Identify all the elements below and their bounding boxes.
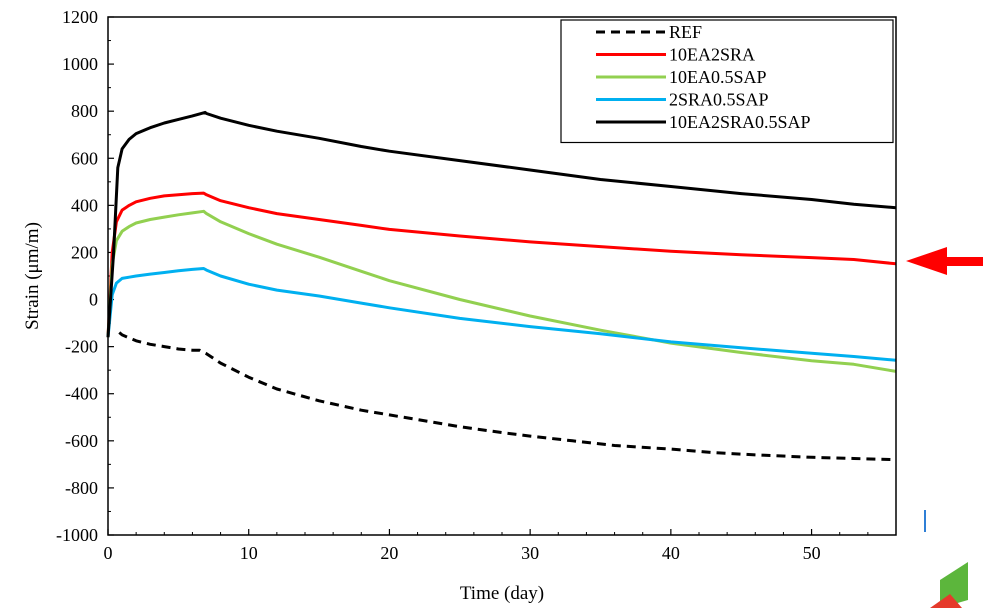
plot-frame (107, 16, 897, 536)
y-tick-label: -200 (65, 337, 98, 357)
x-tick-label: 30 (521, 543, 539, 563)
x-tick-label: 0 (104, 543, 113, 563)
x-axis-title: Time (day) (460, 583, 544, 604)
series-line-10ea0-5sap (106, 209, 897, 373)
y-tick-label: 1000 (62, 54, 98, 74)
legend-label: 10EA2SRA (669, 45, 755, 65)
x-tick-label: 10 (240, 543, 258, 563)
arrow-head (906, 247, 947, 275)
y-tick-label: -1000 (56, 525, 98, 545)
red-arrow-annotation (906, 247, 983, 275)
series-lines (106, 110, 897, 462)
x-tick-label: 40 (662, 543, 680, 563)
y-tick-label: 600 (71, 148, 98, 168)
series-line-ref (118, 331, 897, 462)
y-tick-label: 800 (71, 101, 98, 121)
y-axis-ticks: -1000 -800 -600 -400 -200 0 200 400 600 800 1000 12… (56, 7, 114, 545)
blue-mark (924, 510, 926, 532)
y-tick-label: -800 (65, 478, 98, 498)
red-logo-fragment (930, 594, 962, 608)
x-tick-label: 50 (803, 543, 821, 563)
y-tick-label: 200 (71, 242, 98, 262)
legend-label: REF (669, 22, 702, 42)
arrow-shaft (945, 257, 983, 266)
series-line-10ea2sra (106, 191, 897, 338)
y-axis-title: Strain (μm/m) (22, 222, 43, 330)
x-axis-ticks: 0 10 20 30 40 50 (104, 529, 897, 563)
y-tick-label: 0 (89, 290, 98, 310)
y-tick-label: 1200 (62, 7, 98, 27)
series-line-2sra0-5sap (106, 267, 897, 362)
y-tick-label: 400 (71, 195, 98, 215)
x-tick-label: 20 (380, 543, 398, 563)
series-line-10ea2sra0-5sap (106, 110, 897, 338)
legend-label: 10EA2SRA0.5SAP (669, 112, 811, 132)
legend-label: 2SRA0.5SAP (669, 90, 769, 110)
y-tick-label: -600 (65, 431, 98, 451)
legend-label: 10EA0.5SAP (669, 67, 767, 87)
y-tick-label: -400 (65, 384, 98, 404)
